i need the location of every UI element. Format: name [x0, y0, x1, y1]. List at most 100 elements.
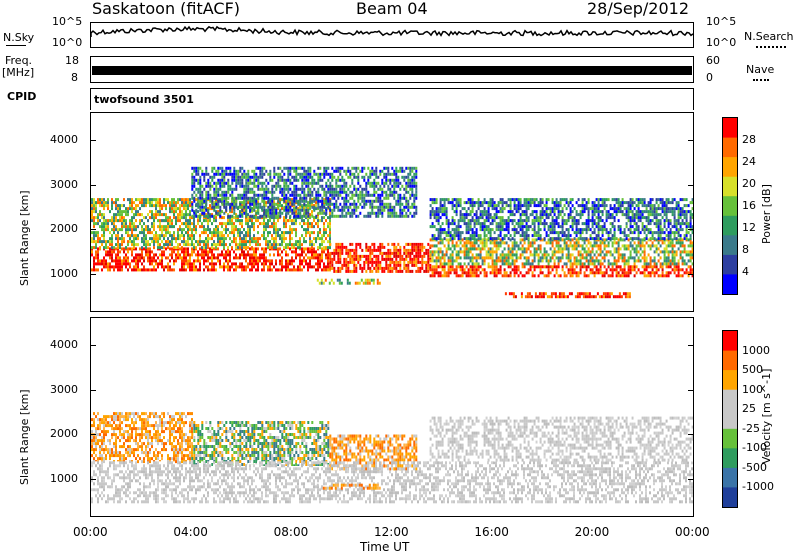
heatmap-cell — [103, 219, 105, 223]
heatmap-cell — [329, 251, 332, 255]
heatmap-cell — [503, 262, 506, 266]
heatmap-cell — [339, 269, 342, 273]
heatmap-cell — [555, 244, 558, 248]
heatmap-cell — [455, 244, 458, 248]
heatmap-cell — [265, 184, 268, 188]
heatmap-cell — [325, 246, 327, 250]
heatmap-cell — [493, 237, 496, 241]
heatmap-cell — [377, 266, 380, 270]
heatmap-cell — [109, 256, 111, 260]
heatmap-cell — [509, 247, 512, 251]
heatmap-cell — [489, 216, 492, 220]
heatmap-cell — [293, 202, 296, 206]
heatmap-cell — [209, 214, 212, 218]
heatmap-cell — [307, 231, 309, 235]
heatmap-cell — [573, 244, 576, 248]
heatmap-cell — [361, 254, 364, 258]
heatmap-cell — [345, 214, 348, 218]
heatmap-cell — [471, 207, 474, 211]
heatmap-cell — [409, 181, 412, 185]
heatmap-cell — [379, 260, 382, 264]
heatmap-cell — [685, 271, 688, 275]
heatmap-cell — [431, 198, 434, 202]
heatmap-cell — [277, 199, 280, 203]
heatmap-cell — [571, 238, 574, 242]
heatmap-cell — [177, 201, 179, 205]
heatmap-cell — [491, 268, 494, 272]
heatmap-cell — [539, 259, 542, 263]
heatmap-cell — [527, 262, 530, 266]
heatmap-cell — [229, 231, 231, 235]
heatmap-cell — [449, 271, 452, 275]
heatmap-cell — [239, 237, 241, 241]
heatmap-cell — [663, 274, 666, 278]
heatmap-cell — [437, 207, 440, 211]
heatmap-cell — [623, 253, 626, 257]
heatmap-cell — [215, 262, 217, 266]
heatmap-cell — [537, 274, 540, 278]
heatmap-cell — [305, 262, 307, 266]
heatmap-cell — [201, 231, 203, 235]
heatmap-cell — [591, 268, 594, 272]
heatmap-cell — [381, 245, 384, 249]
heatmap-cell — [397, 269, 400, 273]
heatmap-cell — [179, 237, 181, 241]
heatmap-cell — [259, 187, 262, 191]
heatmap-cell — [277, 204, 279, 208]
heatmap-cell — [517, 268, 520, 272]
heatmap-cell — [463, 268, 466, 272]
heatmap-cell — [313, 172, 316, 176]
heatmap-cell — [475, 234, 478, 238]
heatmap-cell — [373, 181, 376, 185]
heatmap-cell — [309, 231, 311, 235]
heatmap-cell — [483, 219, 486, 223]
heatmap-cell — [381, 257, 384, 261]
heatmap-cell — [103, 222, 105, 226]
heatmap-cell — [95, 253, 97, 257]
heatmap-cell — [389, 211, 392, 215]
heatmap-cell — [285, 262, 287, 266]
heatmap-cell — [453, 231, 456, 235]
heatmap-cell — [491, 271, 494, 275]
heatmap-cell — [445, 250, 448, 254]
heatmap-cell — [113, 265, 115, 269]
heatmap-cell — [583, 274, 586, 278]
heatmap-cell — [453, 268, 456, 272]
heatmap-cell — [103, 213, 105, 217]
heatmap-cell — [307, 178, 310, 182]
heatmap-cell — [219, 193, 222, 197]
heatmap-cell — [671, 238, 674, 242]
heatmap-cell — [493, 265, 496, 269]
heatmap-cell — [607, 259, 610, 263]
heatmap-cell — [339, 190, 342, 194]
heatmap-cell — [579, 253, 582, 257]
heatmap-cell — [235, 196, 238, 200]
heatmap-cell — [263, 237, 265, 241]
heatmap-cell — [439, 237, 442, 241]
heatmap-cell — [399, 169, 402, 173]
heatmap-cell — [147, 247, 149, 251]
heatmap-cell — [287, 243, 289, 247]
heatmap-cell — [519, 256, 522, 260]
heatmap-cell — [327, 256, 329, 260]
heatmap-cell — [145, 198, 147, 202]
heatmap-cell — [431, 237, 434, 241]
heatmap-cell — [273, 222, 275, 226]
heatmap-cell — [245, 208, 248, 212]
heatmap-cell — [221, 169, 224, 173]
heatmap-cell — [291, 219, 293, 223]
heatmap-cell — [319, 208, 322, 212]
heatmap-cell — [187, 231, 189, 235]
heatmap-cell — [187, 198, 189, 202]
heatmap-cell — [229, 250, 231, 254]
heatmap-cell — [387, 202, 390, 206]
heatmap-cell — [381, 205, 384, 209]
heatmap-cell — [437, 265, 440, 269]
heatmap-cell — [497, 244, 500, 248]
heatmap-cell — [551, 265, 554, 269]
heatmap-cell — [115, 234, 117, 238]
heatmap-cell — [299, 243, 301, 247]
heatmap-cell — [457, 198, 460, 202]
heatmap-cell — [319, 175, 322, 179]
heatmap-cell — [419, 269, 422, 273]
